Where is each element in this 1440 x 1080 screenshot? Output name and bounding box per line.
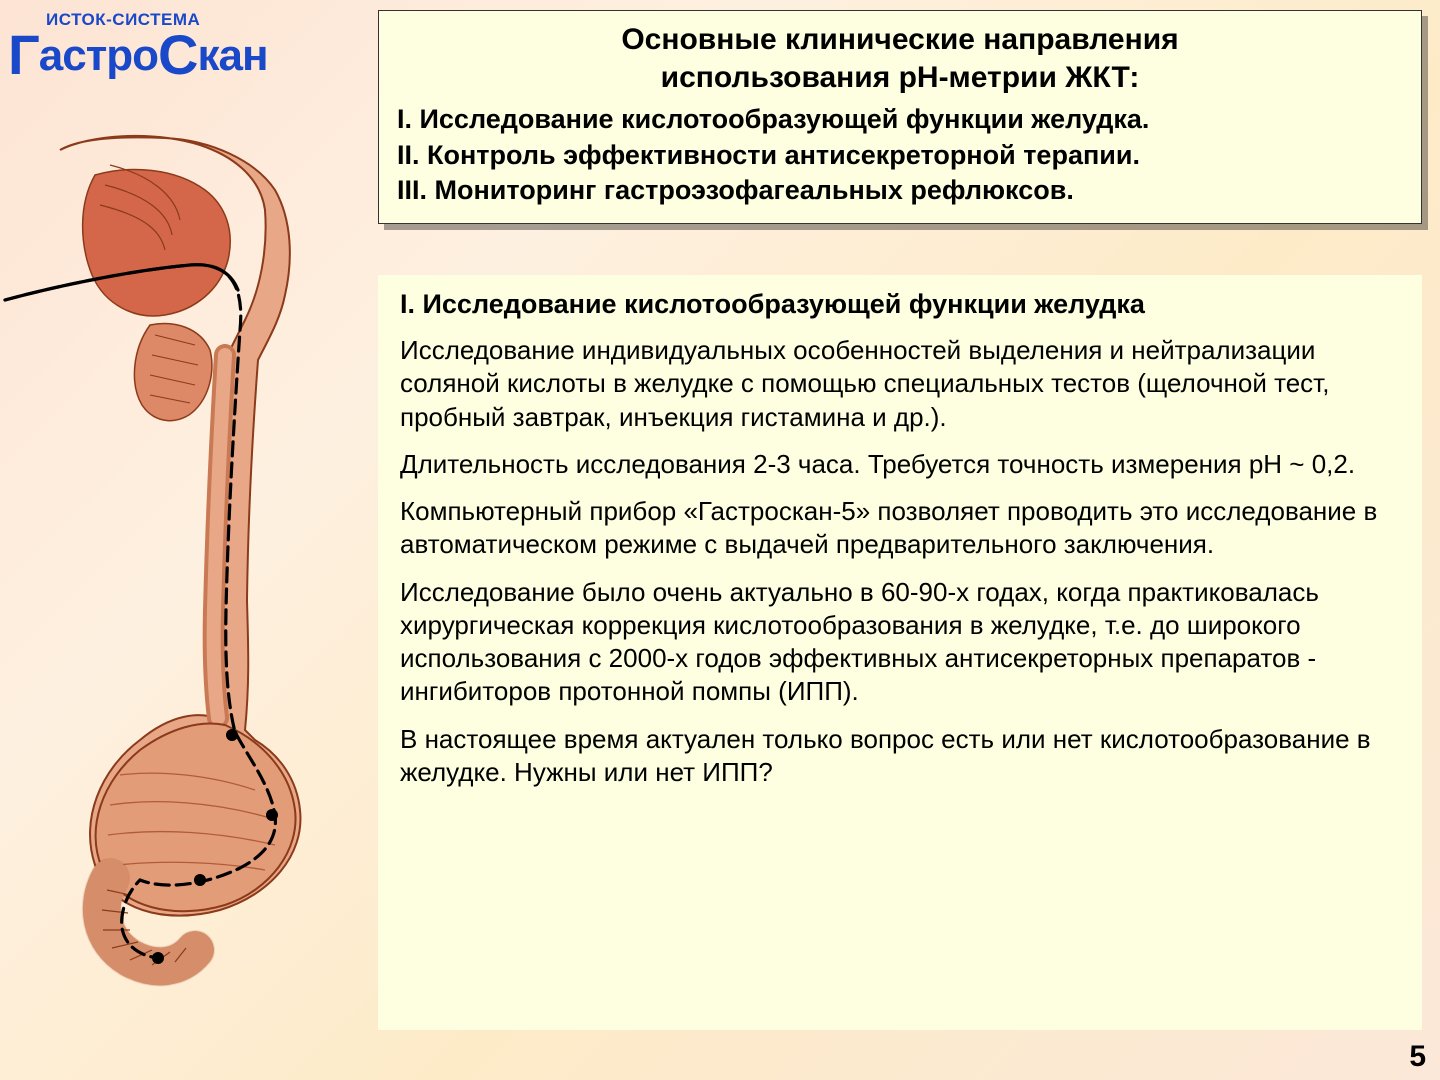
logo: ИСТОК-СИСТЕМА ГастроСкан [8, 10, 308, 80]
body-panel: I. Исследование кислотообразующей функци… [378, 275, 1422, 1030]
header-item-2: II. Контроль эффективности антисекреторн… [397, 138, 1403, 174]
body-para-3: Компьютерный прибор «Гастроскан-5» позво… [400, 495, 1400, 562]
header-panel: Основные клинические направления использ… [378, 10, 1422, 224]
body-para-5: В настоящее время актуален только вопрос… [400, 723, 1400, 790]
header-list: I. Исследование кислотообразующей функци… [397, 102, 1403, 209]
body-para-2: Длительность исследования 2-3 часа. Треб… [400, 448, 1400, 481]
anatomy-diagram [0, 120, 350, 990]
header-title: Основные клинические направления использ… [397, 21, 1403, 96]
body-para-1: Исследование индивидуальных особенностей… [400, 334, 1400, 434]
header-item-1: I. Исследование кислотообразующей функци… [397, 102, 1403, 138]
body-para-4: Исследование было очень актуально в 60-9… [400, 576, 1400, 709]
body-title: I. Исследование кислотообразующей функци… [400, 289, 1400, 320]
page-number: 5 [1409, 1040, 1426, 1074]
logo-text: ГастроСкан [8, 30, 308, 80]
header-item-3: III. Мониторинг гастроэзофагеальных рефл… [397, 173, 1403, 209]
